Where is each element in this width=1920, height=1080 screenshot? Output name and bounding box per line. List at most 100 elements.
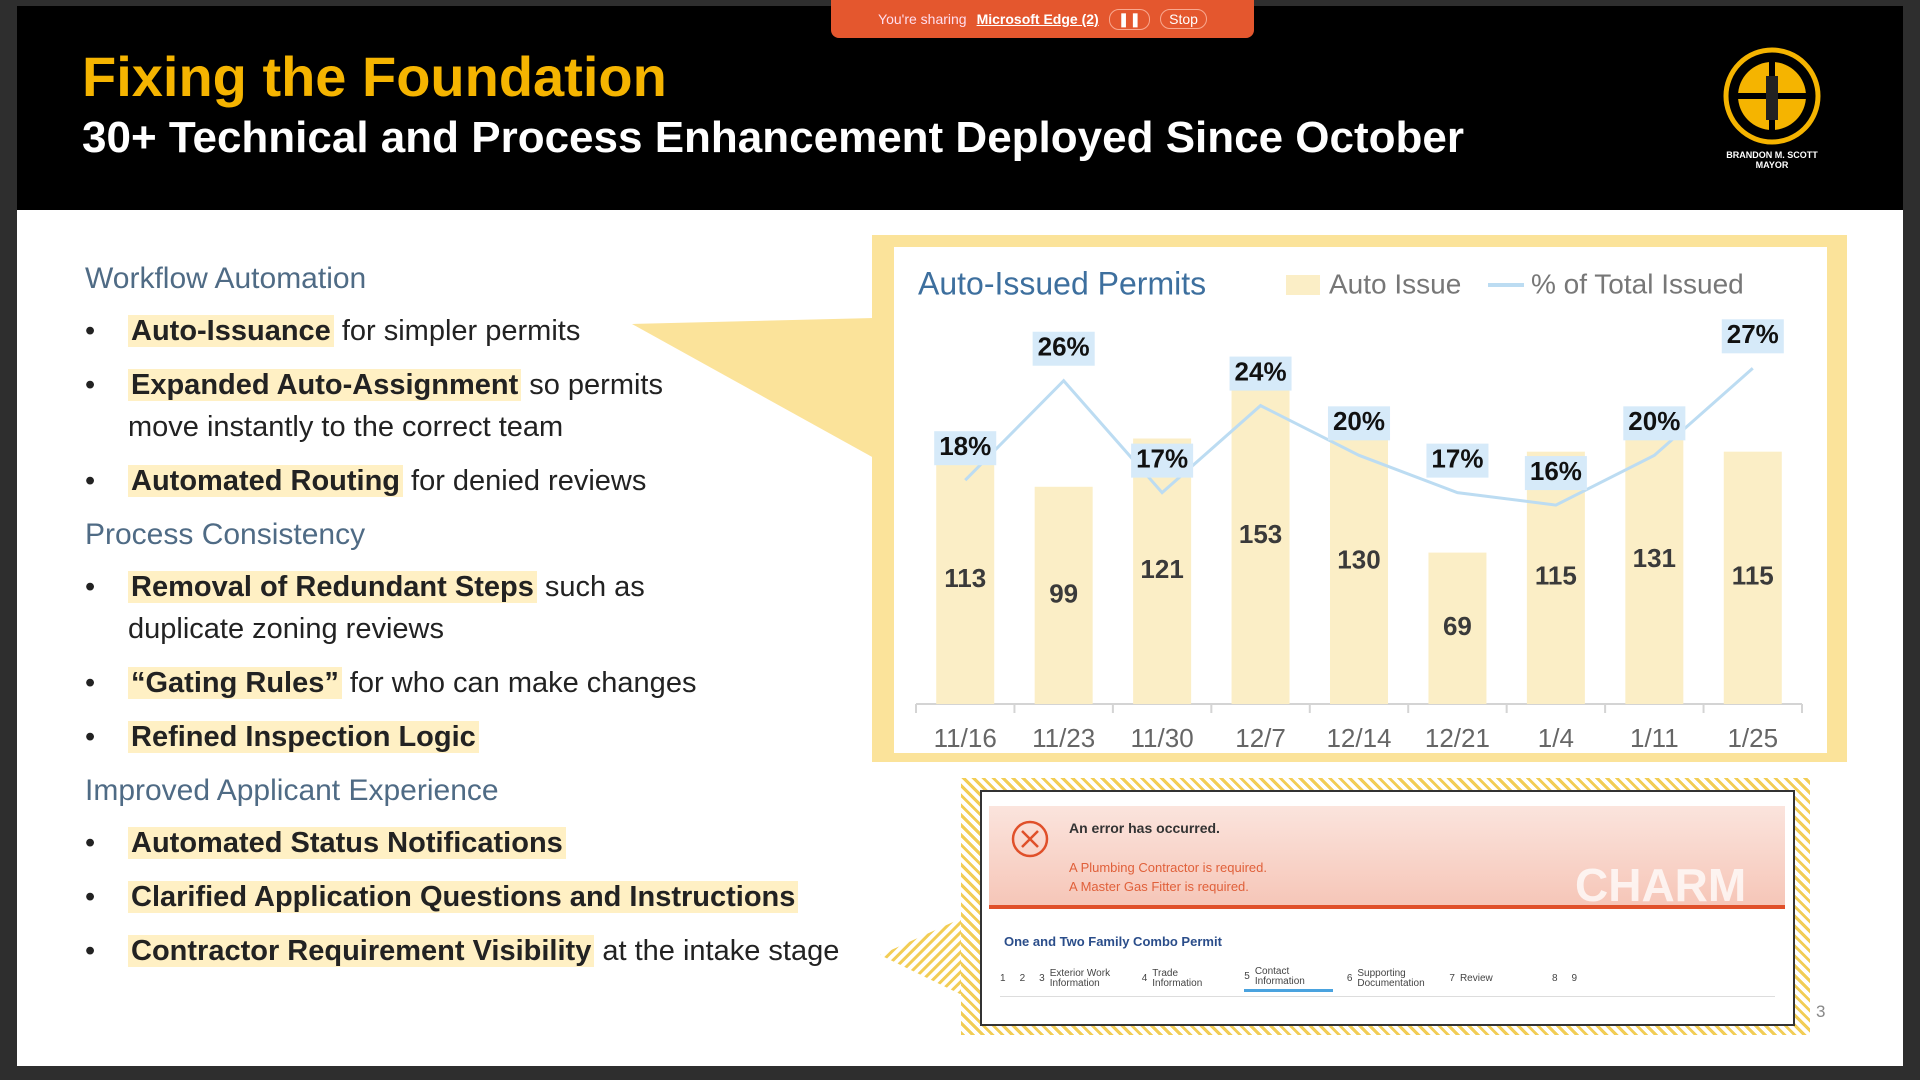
error-message: A Plumbing Contractor is required.: [1069, 860, 1267, 875]
step-label: Review: [1459, 973, 1493, 984]
slide-title: Fixing the Foundation: [82, 45, 667, 108]
highlight-text: Contractor Requirement Visibility: [128, 935, 595, 967]
bar: [1330, 418, 1388, 704]
step: 6 Supporting Documentation: [1347, 969, 1436, 989]
bullet-item: Refined Inspection Logic: [85, 716, 885, 758]
step: 4 Trade Information: [1142, 969, 1231, 989]
bar-value-label: 130: [1337, 544, 1380, 574]
bullet-text: for who can make changes: [349, 667, 697, 699]
section-heading: Improved Applicant Experience: [85, 774, 499, 807]
logo-role: MAYOR: [1755, 160, 1789, 170]
bar: [1133, 438, 1192, 704]
value-label-background: [1131, 443, 1194, 478]
error-banner: [989, 806, 1785, 909]
highlight-text: Refined Inspection Logic: [128, 721, 479, 753]
slide-subtitle: 30+ Technical and Process Enhancement De…: [82, 113, 1465, 162]
line-value-label: 16%: [1530, 456, 1582, 486]
bullet-text: for simpler permits: [341, 315, 581, 347]
line-value-label: 27%: [1727, 319, 1779, 349]
value-label-background: [934, 431, 997, 466]
line: [964, 367, 1754, 507]
step-number: 3: [1039, 973, 1045, 984]
section-heading: Process Consistency: [85, 518, 366, 551]
bar-value-label: 131: [1633, 543, 1676, 573]
value-label-background: [1721, 319, 1784, 354]
value-label-background: [1229, 356, 1292, 391]
bar-value-label: 99: [1049, 578, 1078, 608]
sharing-bar: You're sharing Microsoft Edge (2) ❚❚ Sto…: [831, 0, 1254, 38]
bullet-text: at the intake stage: [602, 935, 840, 967]
legend-label: Auto Issue: [1329, 268, 1461, 299]
error-title: An error has occurred.: [1069, 820, 1220, 836]
value-label-background: [1623, 406, 1686, 441]
x-tick-label: 11/16: [934, 723, 997, 753]
value-label-background: [1524, 456, 1587, 491]
x-tick-label: 1/4: [1538, 723, 1574, 753]
x-tick-label: 11/30: [1131, 723, 1194, 753]
bar-value-label: 113: [944, 563, 986, 593]
form-title: One and Two Family Combo Permit: [1004, 934, 1222, 949]
callout: [632, 318, 874, 458]
step-label: Supporting Documentation: [1357, 968, 1425, 989]
step-label: Trade Information: [1152, 968, 1203, 989]
step-number: 4: [1141, 973, 1148, 984]
line-value-label: 20%: [1628, 406, 1680, 436]
line-value-label: 26%: [1038, 332, 1090, 362]
highlight-text: Removal of Redundant Steps: [128, 571, 537, 603]
step-number: 9: [1571, 973, 1578, 984]
x-tick-label: 12/14: [1326, 723, 1391, 753]
step-bar: 1 2 3 Exterior Work Information 4 Trade Infor…: [1000, 962, 1775, 997]
bar: [936, 456, 995, 704]
step-number: 2: [1019, 973, 1026, 984]
step: 8: [1552, 974, 1558, 984]
step: 1: [1000, 974, 1006, 984]
highlight-text: Expanded Auto-Assignment: [128, 369, 522, 401]
bullet-text: so permits move instantly to the correct…: [128, 369, 663, 443]
section-heading: Workflow Automation: [85, 262, 367, 295]
line-value-label: 20%: [1333, 406, 1385, 436]
value-label-background: [1032, 331, 1095, 366]
highlight-text: “Gating Rules”: [128, 667, 342, 699]
bullet-item: “Gating Rules”for who can make changes: [85, 662, 885, 704]
x-tick-label: 1/25: [1727, 723, 1778, 753]
step-number: 1: [1000, 973, 1006, 984]
chart-title: Auto-Issued Permits: [918, 265, 1206, 301]
highlight-text: Automated Routing: [128, 465, 404, 497]
bar-value-label: 115: [1732, 561, 1774, 591]
bar: [1428, 552, 1487, 704]
step: 2: [1020, 974, 1026, 984]
bar: [1034, 486, 1093, 704]
bar-value-label: 115: [1535, 561, 1577, 591]
bullet-text: such as duplicate zoning reviews: [128, 571, 645, 645]
line-value-label: 24%: [1235, 356, 1287, 386]
logo-name: BRANDON M. SCOTT: [1726, 150, 1818, 160]
bullet-item: Automated Status Notifications: [85, 822, 885, 864]
legend-label: % of Total Issued: [1531, 268, 1744, 299]
watermark: CHARM: [1575, 859, 1747, 911]
stop-button[interactable]: Stop: [1160, 9, 1207, 29]
line-value-label: 18%: [939, 431, 991, 461]
x-tick-label: 11/23: [1032, 723, 1095, 753]
bar-value-label: 153: [1239, 519, 1282, 549]
slide-header: [17, 6, 1903, 210]
line-value-label: 17%: [1136, 444, 1188, 474]
bullet-text: for denied reviews: [411, 465, 647, 497]
value-label-background: [1426, 443, 1489, 478]
callout: [880, 918, 962, 995]
step: 7 Review: [1449, 974, 1538, 984]
step-label: Exterior Work Information: [1049, 968, 1111, 989]
share-text: You're sharing: [878, 11, 967, 27]
x-tick-label: 12/21: [1425, 723, 1490, 753]
error-icon: [1011, 820, 1049, 858]
step-label: Contact Information: [1254, 965, 1305, 987]
legend-swatch: [1286, 275, 1320, 295]
share-app[interactable]: Microsoft Edge (2): [976, 11, 1099, 27]
x-tick-label: 12/7: [1235, 723, 1286, 753]
bar: [1723, 451, 1782, 704]
pause-button[interactable]: ❚❚: [1108, 8, 1151, 30]
